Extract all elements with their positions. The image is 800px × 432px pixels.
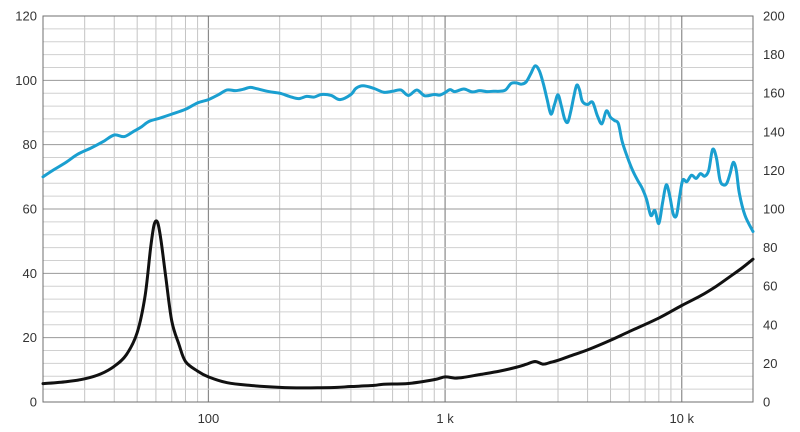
- y-right-tick-label: 20: [763, 356, 777, 371]
- tick-labels: 0 20 40 60 80 100 120 0 20 40 60 80 100 120 140 160 180 2…: [15, 9, 784, 427]
- y-right-tick-label: 0: [763, 395, 770, 410]
- grid: [42, 15, 754, 403]
- series-line-black-right-axis: [41, 219, 755, 390]
- y-left-tick-label: 120: [15, 9, 37, 24]
- y-right-tick-label: 100: [763, 202, 785, 217]
- y-left-tick-label: 60: [23, 202, 37, 217]
- y-left-tick-label: 40: [23, 266, 37, 281]
- y-right-tick-label: 140: [763, 124, 785, 139]
- y-right-tick-label: 40: [763, 317, 777, 332]
- y-right-tick-label: 60: [763, 279, 777, 294]
- y-left-tick-label: 20: [23, 330, 37, 345]
- y-left-tick-label: 100: [15, 73, 37, 88]
- y-right-tick-label: 180: [763, 47, 785, 62]
- series-line-blue-left-axis: [41, 64, 755, 234]
- y-right-tick-label: 120: [763, 163, 785, 178]
- y-left-tick-label: 0: [30, 395, 37, 410]
- y-right-tick-label: 80: [763, 240, 777, 255]
- y-right-tick-label: 160: [763, 86, 785, 101]
- x-tick-label: 100: [198, 411, 220, 426]
- x-tick-label: 1 k: [436, 411, 454, 426]
- x-tick-label: 10 k: [669, 411, 694, 426]
- series-group: [41, 64, 755, 390]
- y-right-tick-label: 200: [763, 9, 785, 24]
- y-left-tick-label: 80: [23, 137, 37, 152]
- plot-frame: [42, 15, 754, 403]
